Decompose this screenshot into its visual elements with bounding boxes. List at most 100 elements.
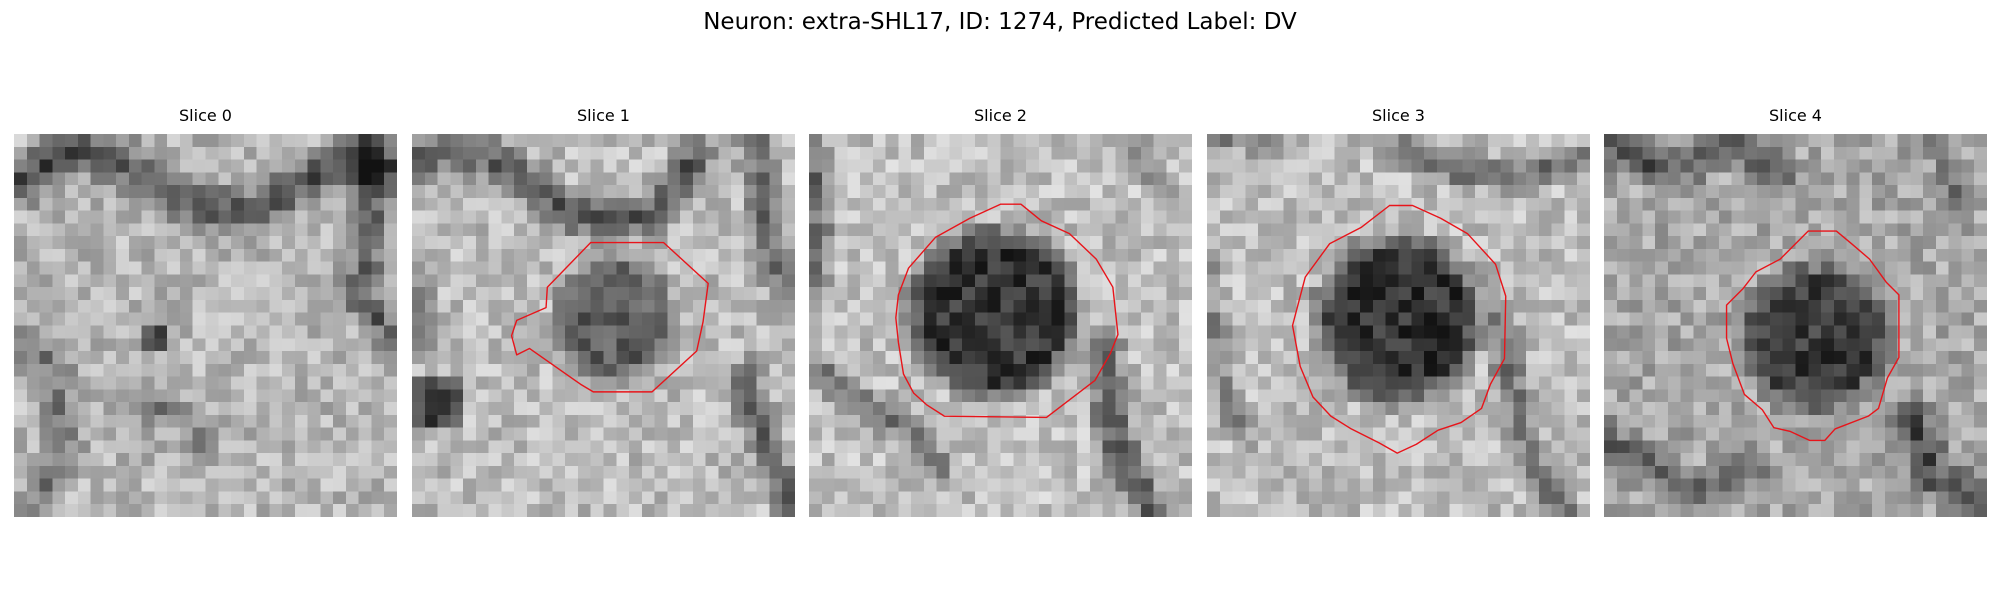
pixel-cell <box>1667 338 1682 352</box>
pixel-cell <box>1513 312 1527 327</box>
pixel-cell <box>1258 172 1272 186</box>
pixel-cell <box>141 236 155 250</box>
pixel-cell <box>1667 236 1682 250</box>
pixel-cell <box>1089 478 1104 492</box>
pixel-cell <box>1219 274 1234 288</box>
pixel-cell <box>1436 453 1451 467</box>
pixel-cell <box>1974 504 1987 517</box>
pixel-cell <box>962 312 976 327</box>
pixel-cell <box>52 274 66 288</box>
pixel-cell <box>1961 427 1975 441</box>
pixel-cell <box>52 312 66 327</box>
pixel-cell <box>1487 236 1502 250</box>
pixel-cell <box>1153 427 1167 441</box>
pixel-cell <box>1564 414 1578 429</box>
pixel-cell <box>898 299 912 314</box>
pixel-cell <box>475 338 490 352</box>
pixel-cell <box>1051 338 1065 352</box>
pixel-cell <box>1513 299 1527 314</box>
pixel-cell <box>371 427 385 441</box>
pixel-cell <box>1102 236 1116 250</box>
pixel-cell <box>565 299 579 314</box>
pixel-cell <box>1077 210 1091 224</box>
pixel-cell <box>39 210 53 224</box>
pixel-cell <box>345 376 360 390</box>
pixel-cell <box>1487 299 1502 314</box>
pixel-cell <box>962 325 976 339</box>
pixel-cell <box>141 478 155 492</box>
pixel-cell <box>1166 274 1180 288</box>
pixel-cell <box>1372 453 1387 467</box>
pixel-cell <box>526 134 541 148</box>
pixel-cell <box>1538 376 1553 390</box>
pixel-cell <box>769 504 783 517</box>
pixel-cell <box>654 172 668 186</box>
pixel-cell <box>256 325 270 339</box>
pixel-cell <box>526 465 541 480</box>
pixel-cell <box>1680 172 1694 186</box>
pixel-cell <box>1961 287 1975 301</box>
pixel-cell <box>1693 274 1707 288</box>
pixel-cell <box>269 491 283 505</box>
pixel-cell <box>1436 274 1451 288</box>
pixel-cell <box>821 376 836 390</box>
pixel-cell <box>1935 414 1950 429</box>
pixel-cell <box>218 261 232 275</box>
pixel-cell <box>424 197 439 212</box>
pixel-cell <box>1102 159 1116 173</box>
pixel-cell <box>539 376 553 390</box>
pixel-cell <box>1245 134 1259 148</box>
pixel-cell <box>358 287 372 301</box>
pixel-cell <box>1526 274 1540 288</box>
pixel-cell <box>923 414 938 429</box>
pixel-cell <box>77 465 92 480</box>
pixel-cell <box>1372 504 1387 517</box>
pixel-cell <box>1051 159 1065 173</box>
pixel-cell <box>333 197 347 212</box>
pixel-cell <box>1935 338 1950 352</box>
pixel-cell <box>603 134 617 148</box>
pixel-cell <box>1013 172 1027 186</box>
pixel-cell <box>103 210 117 224</box>
pixel-cell <box>1360 351 1374 365</box>
pixel-cell <box>475 351 490 365</box>
pixel-cell <box>1115 491 1129 505</box>
pixel-cell <box>743 389 758 403</box>
pixel-cell <box>488 478 502 492</box>
pixel-cell <box>590 414 605 429</box>
pixel-cell <box>1385 427 1400 441</box>
pixel-cell <box>1411 389 1425 403</box>
pixel-cell <box>1360 325 1374 339</box>
pixel-cell <box>1744 402 1758 416</box>
pixel-cell <box>167 440 181 454</box>
pixel-cell <box>1360 248 1374 263</box>
pixel-cell <box>128 478 143 492</box>
pixel-cell <box>1538 491 1553 505</box>
pixel-cell <box>1360 236 1374 250</box>
pixel-cell <box>320 248 334 263</box>
neuron-outline <box>895 203 1119 419</box>
pixel-cell <box>1372 248 1387 263</box>
pixel-cell <box>1744 312 1758 327</box>
pixel-cell <box>1051 351 1065 365</box>
pixel-cell <box>860 402 874 416</box>
pixel-cell <box>1321 389 1336 403</box>
pixel-cell <box>872 427 887 441</box>
pixel-cell <box>1334 261 1348 275</box>
pixel-cell <box>269 376 283 390</box>
pixel-cell <box>65 440 79 454</box>
pixel-cell <box>358 338 372 352</box>
pixel-cell <box>1744 491 1758 505</box>
pixel-cell <box>731 325 745 339</box>
pixel-cell <box>1334 146 1348 161</box>
pixel-cell <box>437 427 451 441</box>
pixel-cell <box>603 159 617 173</box>
pixel-cell <box>1309 453 1323 467</box>
pixel-cell <box>1564 274 1578 288</box>
pixel-cell <box>128 312 143 327</box>
pixel-cell <box>1424 299 1438 314</box>
pixel-cell <box>1706 414 1720 429</box>
pixel-cell <box>1360 414 1374 429</box>
pixel-cell <box>1462 363 1476 378</box>
pixel-cell <box>743 338 758 352</box>
